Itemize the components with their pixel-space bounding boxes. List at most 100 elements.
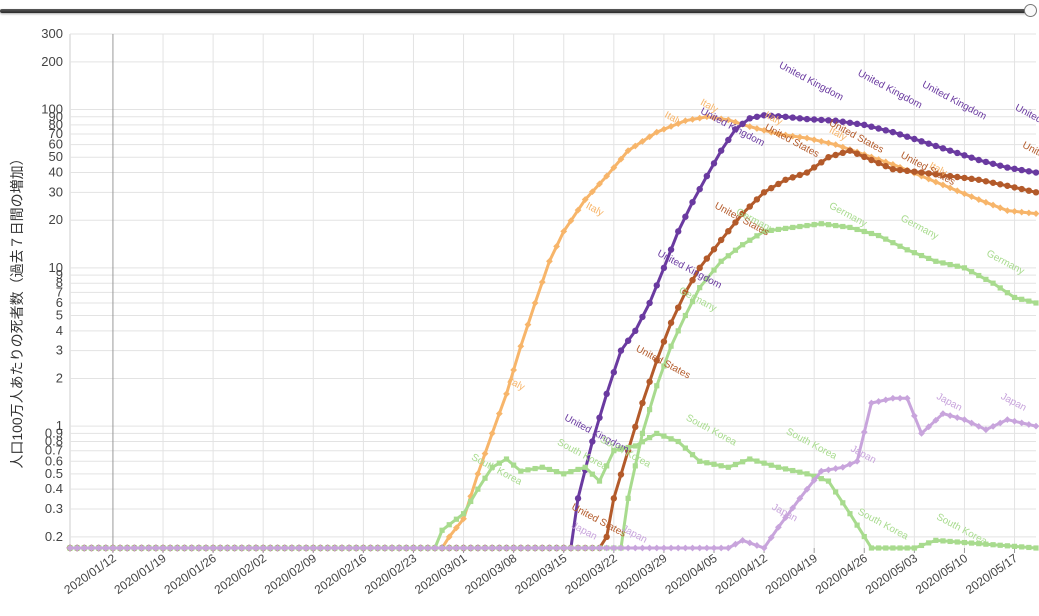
data-point [689, 198, 696, 206]
x-tick-label: 2020/05/03 [863, 551, 920, 597]
data-point [1025, 168, 1033, 175]
data-point [660, 338, 668, 345]
data-point [445, 533, 453, 541]
data-point [782, 225, 789, 232]
data-point [410, 544, 417, 552]
data-point [897, 243, 903, 249]
data-point [975, 156, 982, 164]
data-point [760, 112, 768, 119]
data-point [675, 328, 681, 334]
date-range-slider[interactable] [0, 0, 1039, 24]
series-italy [66, 113, 1039, 552]
data-point [925, 170, 932, 177]
series-label: South Korea [684, 413, 739, 449]
data-point [968, 193, 975, 201]
x-tick-label: 2020/01/19 [112, 551, 169, 597]
data-point [718, 258, 724, 264]
data-point [682, 213, 689, 220]
data-point [1033, 545, 1039, 551]
data-point [474, 544, 482, 552]
data-point [1004, 290, 1010, 296]
data-point [839, 149, 846, 157]
data-point [467, 544, 475, 552]
data-point [953, 414, 961, 422]
data-point [624, 544, 632, 552]
data-point [969, 540, 975, 546]
data-point [639, 430, 646, 437]
data-point [532, 465, 538, 472]
data-point [617, 347, 625, 354]
data-point [968, 154, 975, 161]
data-point [989, 201, 997, 209]
data-point [976, 272, 982, 279]
x-tick-label: 2020/03/01 [412, 551, 469, 597]
data-point [946, 147, 954, 154]
y-tick-label: 9 [56, 267, 63, 282]
data-point [417, 544, 425, 552]
data-point [832, 117, 839, 124]
data-point [453, 524, 460, 532]
data-point [875, 232, 882, 239]
data-point [259, 544, 267, 552]
data-point [617, 471, 625, 478]
data-point [646, 378, 653, 385]
data-point [352, 544, 360, 552]
data-point [904, 133, 911, 140]
data-point [717, 544, 725, 552]
data-point [438, 544, 446, 552]
data-point [882, 127, 889, 134]
data-point [525, 467, 531, 473]
data-point [588, 188, 596, 196]
data-point [281, 544, 289, 552]
data-point [152, 544, 160, 552]
data-point [746, 203, 753, 210]
data-point [1018, 166, 1025, 174]
data-point [653, 128, 661, 136]
data-point [918, 542, 925, 549]
data-point [553, 469, 560, 475]
y-tick-label: 0.8 [45, 434, 63, 449]
data-point [782, 176, 789, 183]
data-point [338, 544, 346, 552]
data-point [839, 463, 847, 471]
slider-handle[interactable] [1024, 4, 1037, 17]
data-point [453, 544, 460, 552]
data-point [667, 544, 675, 552]
data-point [718, 463, 724, 469]
data-point [861, 121, 868, 129]
data-point [933, 537, 939, 543]
data-point [388, 544, 396, 552]
series-line [70, 149, 1037, 550]
data-point [775, 464, 781, 470]
data-point [825, 117, 832, 124]
data-point [825, 466, 832, 474]
data-point [1019, 296, 1025, 302]
data-point [402, 544, 410, 552]
data-point [883, 545, 889, 551]
data-point [359, 544, 367, 552]
data-point [266, 544, 274, 552]
series-labels: ItalyItalyItalyItalyItalyItalyItalyUnite… [469, 60, 1039, 548]
data-point [910, 412, 918, 420]
data-point [760, 189, 768, 196]
data-point [295, 544, 303, 552]
data-point [860, 428, 868, 436]
data-point [818, 159, 825, 166]
data-point [439, 527, 445, 533]
data-point [468, 498, 474, 505]
series-label: Italy [584, 201, 605, 219]
data-point [768, 112, 775, 119]
data-point [747, 456, 753, 462]
x-tick-label: 2020/02/02 [212, 551, 269, 597]
x-tick-label: 2020/02/16 [312, 551, 369, 597]
data-point [732, 126, 739, 133]
data-point [711, 267, 717, 273]
y-tick-label: 6 [56, 295, 63, 310]
data-point [939, 181, 947, 189]
data-point [725, 227, 732, 235]
series-label: South Korea [469, 452, 524, 488]
data-point [911, 168, 918, 175]
data-point [632, 327, 639, 335]
slider-track[interactable] [0, 9, 1032, 13]
data-point [667, 246, 675, 253]
